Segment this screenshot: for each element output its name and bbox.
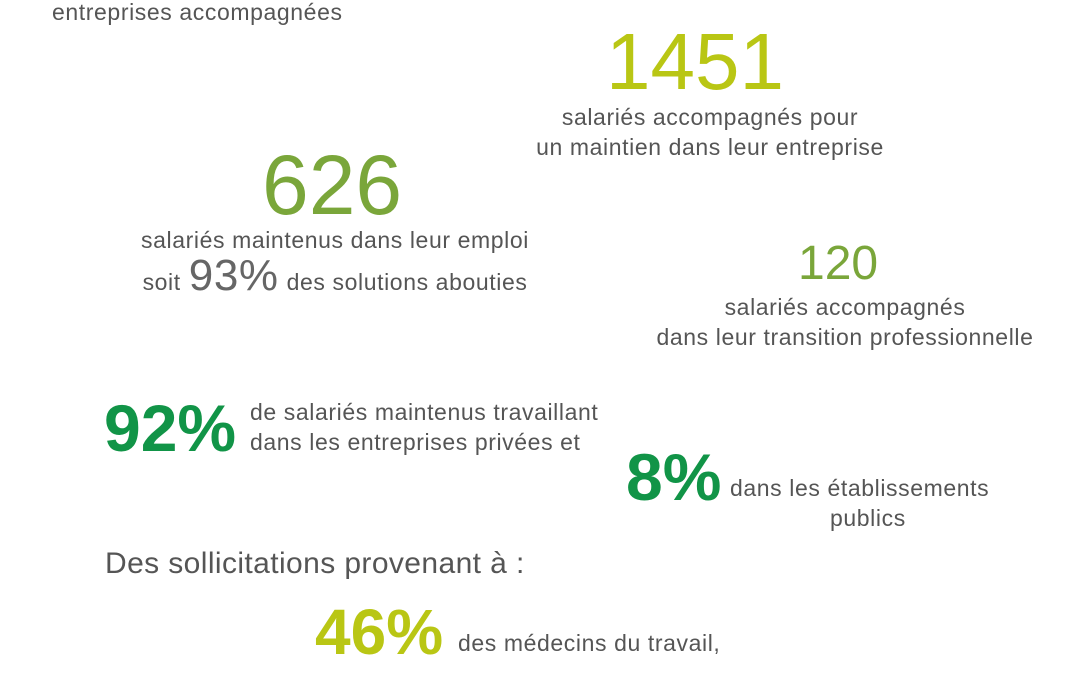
- stat-120-line1: salariés accompagnés: [724, 294, 966, 320]
- stat-1451-line2: un maintien dans leur entreprise: [536, 134, 884, 160]
- stat-120-value: 120: [798, 237, 879, 290]
- stat-626-suffix: des solutions abouties: [286, 269, 528, 295]
- stat-120-line2: dans leur transition professionnelle: [656, 324, 1034, 350]
- stat-626-line2: soit 93% des solutions abouties: [100, 251, 570, 300]
- stat-92-line1: de salariés maintenus travaillant: [250, 399, 599, 425]
- stat-1451-value: 1451: [606, 17, 784, 106]
- stat-93-percent: 93%: [188, 251, 279, 300]
- stat-626-line1: salariés maintenus dans leur emploi: [141, 227, 529, 253]
- stat-46-value: 46%: [315, 596, 444, 668]
- stat-92-value: 92%: [104, 391, 237, 465]
- stat-46-description: des médecins du travail,: [458, 630, 721, 656]
- stat-1451-description: salariés accompagnés pour un maintien da…: [505, 102, 915, 162]
- top-fragment-text: entreprises accompagnées: [52, 0, 343, 25]
- stat-1451-line1: salariés accompagnés pour: [561, 104, 859, 130]
- stat-92-description: de salariés maintenus travaillant dans l…: [250, 397, 598, 457]
- stat-8-line1: dans les établissements: [730, 475, 990, 501]
- stat-8-value: 8%: [626, 440, 722, 514]
- stat-626-value: 626: [262, 138, 403, 232]
- stat-626-prefix: soit: [142, 269, 181, 295]
- stat-92-line2: dans les entreprises privées et: [250, 429, 581, 455]
- stat-8-line2: publics: [830, 505, 906, 531]
- top-cut-off-mark: ,: [700, 0, 714, 2]
- sollicitations-heading: Des sollicitations provenant à :: [105, 547, 525, 580]
- stat-120-description: salariés accompagnés dans leur transitio…: [620, 292, 1070, 352]
